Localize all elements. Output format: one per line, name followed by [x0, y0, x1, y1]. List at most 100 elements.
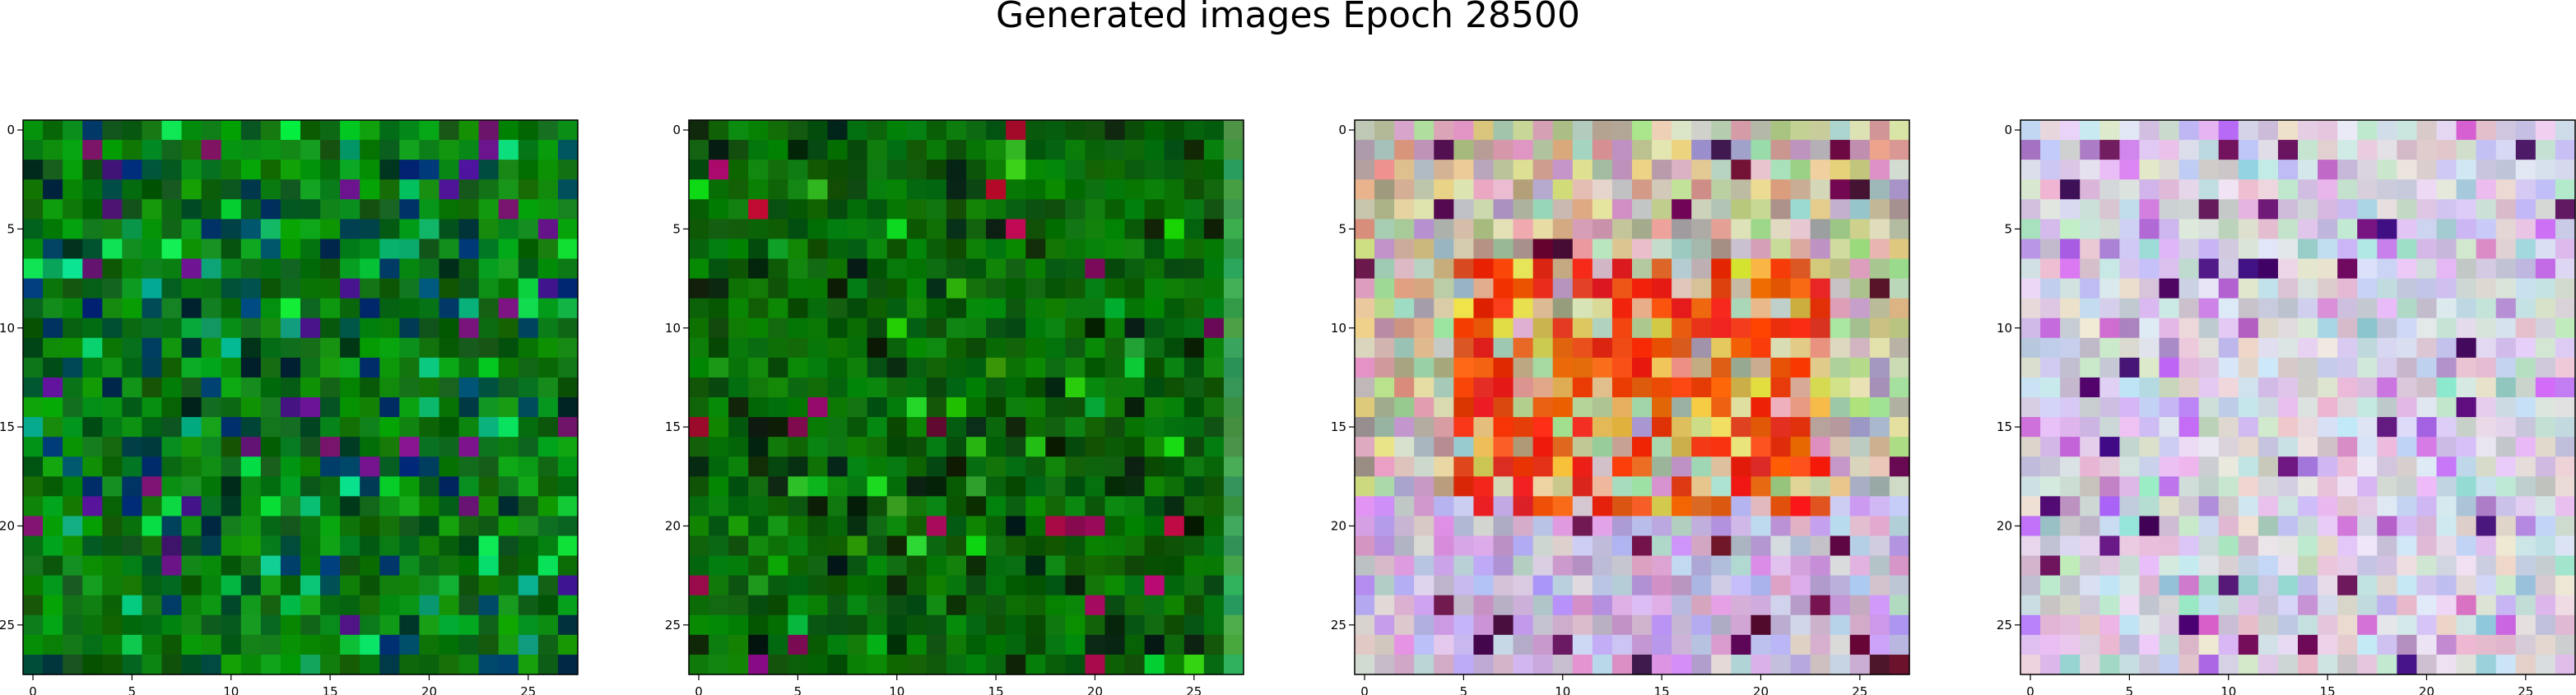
pixel-cell [2456, 417, 2477, 438]
pixel-cell [1889, 120, 1910, 141]
pixel-cell [807, 337, 829, 359]
pixel-cell [2060, 437, 2081, 457]
pixel-cell [1552, 317, 1574, 339]
pixel-cell [986, 476, 1007, 497]
pixel-cell [43, 496, 63, 517]
pixel-cell [728, 199, 749, 220]
pixel-cell [1473, 595, 1495, 616]
pixel-cell [2238, 199, 2259, 220]
pixel-cell [1672, 120, 1692, 141]
pixel-cell [1711, 535, 1732, 557]
pixel-cell [1104, 555, 1126, 577]
pixel-cell [2515, 160, 2536, 180]
pixel-cell [1394, 417, 1415, 438]
pixel-cell [2318, 595, 2338, 616]
pixel-cell [518, 614, 539, 636]
pixel-cell [689, 456, 709, 477]
pixel-cell [518, 298, 539, 319]
pixel-cell [2198, 239, 2220, 260]
pixel-cell [926, 437, 947, 457]
pixel-cell [458, 654, 480, 675]
pixel-cell [2060, 496, 2081, 517]
pixel-cell [1085, 417, 1106, 438]
pixel-cell [689, 199, 709, 220]
pixel-cell [518, 496, 539, 517]
pixel-cell [867, 298, 888, 319]
pixel-cell [2178, 239, 2200, 260]
pixel-cell [2495, 298, 2517, 319]
pixel-cell [201, 199, 222, 220]
pixel-cell [1164, 317, 1185, 339]
pixel-cell [43, 654, 63, 675]
pixel-cell [1025, 278, 1046, 299]
pixel-cell [1869, 417, 1890, 438]
pixel-cell [1414, 535, 1434, 557]
pixel-cell [2456, 317, 2477, 339]
pixel-cell [1830, 437, 1851, 457]
pixel-cell [557, 160, 579, 180]
pixel-cell [2377, 595, 2397, 616]
pixel-cell [1611, 516, 1633, 537]
pixel-cell [1493, 555, 1514, 577]
pixel-cell [1104, 199, 1126, 220]
pixel-cell [2397, 555, 2418, 577]
pixel-cell [709, 140, 729, 160]
pixel-cell [340, 417, 360, 438]
pixel-cell [2218, 357, 2239, 378]
pixel-cell [1355, 575, 1375, 596]
pixel-cell [458, 219, 480, 240]
pixel-cell [2198, 496, 2220, 517]
pixel-cell [2377, 456, 2397, 477]
pixel-cell [518, 120, 539, 141]
pixel-cell [63, 437, 83, 457]
pixel-cell [2257, 575, 2279, 596]
pixel-cell [399, 555, 421, 577]
pixel-cell [1652, 258, 1672, 280]
pixel-cell [1104, 496, 1126, 517]
pixel-cell [2397, 179, 2418, 200]
pixel-cell [1572, 140, 1593, 160]
pixel-cell [2298, 298, 2318, 319]
pixel-cell [1355, 535, 1375, 557]
pixel-cell [2416, 437, 2438, 457]
pixel-cell [709, 317, 729, 339]
pixel-cell [1414, 357, 1434, 378]
pixel-cell [300, 496, 321, 517]
pixel-cell [2318, 179, 2338, 200]
pixel-cell [1691, 179, 1712, 200]
pixel-cell [1006, 654, 1026, 675]
pixel-cell [2298, 476, 2318, 497]
pixel-cell [689, 377, 709, 398]
pixel-cell [827, 575, 849, 596]
pixel-cell [142, 614, 163, 636]
pixel-cell [399, 575, 421, 596]
pixel-cell [1203, 476, 1225, 497]
pixel-cell [1652, 357, 1672, 378]
pixel-cell [1025, 614, 1046, 636]
pixel-cell [986, 595, 1007, 616]
pixel-cell [1164, 496, 1185, 517]
pixel-cell [2277, 258, 2299, 280]
pixel-cell [2456, 239, 2477, 260]
pixel-cell [728, 317, 749, 339]
pixel-cell [1869, 199, 1890, 220]
pixel-cell [728, 120, 749, 141]
pixel-cell [1632, 357, 1653, 378]
pixel-cell [2377, 239, 2397, 260]
pixel-cell [161, 516, 183, 537]
pixel-cell [2257, 120, 2279, 141]
pixel-cell [458, 199, 480, 220]
x-tick-label: 5 [1460, 684, 1468, 695]
y-tick-label: 0 [672, 123, 681, 137]
pixel-cell [498, 437, 519, 457]
pixel-cell [1869, 496, 1890, 517]
pixel-cell [340, 575, 360, 596]
pixel-cell [1374, 377, 1395, 398]
pixel-cell [1652, 179, 1672, 200]
pixel-cell [439, 476, 460, 497]
pixel-cell [1849, 535, 1871, 557]
pixel-cell [1394, 575, 1415, 596]
pixel-cell [260, 199, 281, 220]
pixel-cell [709, 654, 729, 675]
pixel-cell [2020, 239, 2041, 260]
